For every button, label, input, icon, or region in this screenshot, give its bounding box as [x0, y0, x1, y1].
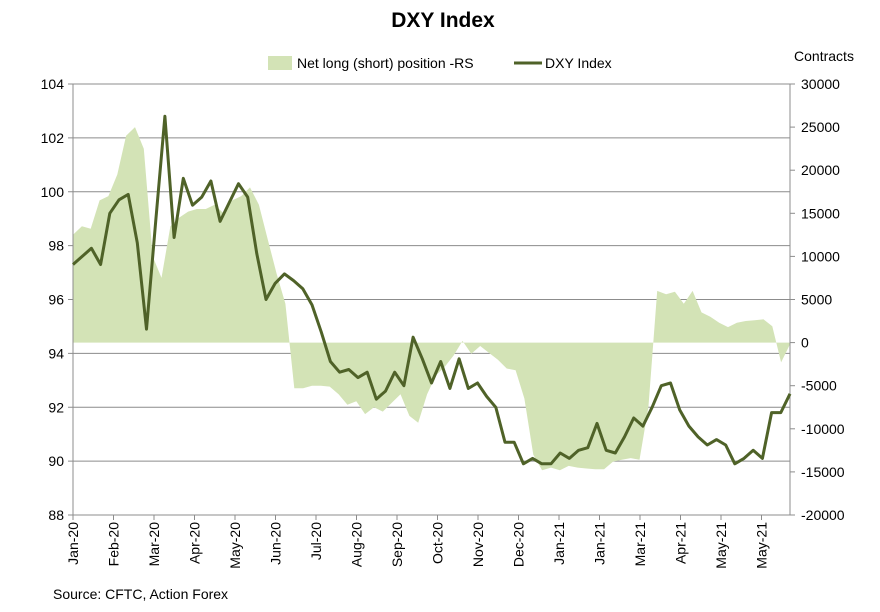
right-tick-label: 30000	[801, 76, 840, 92]
legend-area-swatch	[268, 56, 292, 70]
left-tick-label: 90	[48, 453, 64, 469]
x-tick-label: May-21	[713, 522, 729, 569]
x-tick-label: May-20	[227, 522, 243, 569]
chart-title: DXY Index	[391, 9, 495, 32]
left-tick-label: 96	[48, 292, 64, 308]
right-axis-label: Contracts	[794, 48, 854, 64]
x-tick-label: Apr-20	[187, 522, 203, 564]
x-tick-label: Mar-20	[146, 522, 162, 567]
x-tick-label: Aug-20	[349, 522, 365, 567]
right-tick-label: 20000	[801, 162, 840, 178]
left-tick-label: 88	[48, 507, 64, 523]
right-tick-label: 10000	[801, 248, 840, 264]
x-tick-label: Apr-21	[673, 522, 689, 564]
left-tick-label: 100	[41, 184, 65, 200]
left-tick-label: 92	[48, 399, 64, 415]
x-axis-labels: Jan-20 Feb-20 Mar-20 Apr-20 May-20 Jun-20 Jul-…	[65, 515, 770, 569]
right-tick-label: -5000	[801, 378, 837, 394]
x-tick-label: Nov-20	[470, 522, 486, 567]
x-tick-label: Jul-20	[308, 522, 324, 560]
right-tick-label: -20000	[801, 507, 845, 523]
x-tick-label: Jan-20	[65, 522, 81, 565]
axes	[72, 84, 791, 516]
source-note: Source: CFTC, Action Forex	[53, 586, 228, 602]
legend-line-label: DXY Index	[545, 55, 612, 71]
x-tick-label: Jan-21	[592, 522, 608, 565]
right-tick-label: 5000	[801, 292, 832, 308]
x-tick-label: Mar-21	[632, 522, 648, 567]
left-tick-label: 98	[48, 238, 64, 254]
right-tick-label: -10000	[801, 421, 845, 437]
x-tick-label: Sep-20	[389, 522, 405, 567]
x-tick-label: May-21	[754, 522, 770, 569]
right-tick-label: -15000	[801, 464, 845, 480]
left-tick-label: 104	[41, 76, 65, 92]
left-tick-label: 102	[41, 130, 65, 146]
x-tick-label: Jan-21	[551, 522, 567, 565]
right-axis-ticks: -20000 -15000 -10000 -5000 0 5000 10000 15000 20…	[790, 76, 845, 523]
dxy-line	[72, 114, 792, 466]
x-tick-label: Feb-20	[106, 522, 122, 567]
x-tick-label: Jun-20	[268, 522, 284, 565]
right-tick-label: 25000	[801, 119, 840, 135]
right-tick-label: 0	[801, 335, 809, 351]
x-tick-label: Oct-20	[430, 522, 446, 564]
legend-area-label: Net long (short) position -RS	[297, 55, 474, 71]
left-axis-ticks: 88 90 92 94 96 98 100 102 104	[41, 76, 73, 523]
position-area	[73, 127, 790, 471]
x-tick-label: Dec-20	[511, 522, 527, 567]
legend: Net long (short) position -RS DXY Index	[268, 55, 612, 71]
left-tick-label: 94	[48, 345, 64, 361]
right-tick-label: 15000	[801, 205, 840, 221]
